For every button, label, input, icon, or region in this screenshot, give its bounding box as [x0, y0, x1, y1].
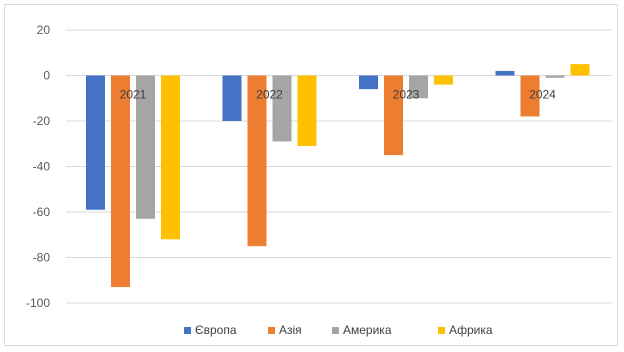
- bar: [136, 75, 155, 219]
- bar: [495, 70, 515, 76]
- y-tick-label: -80: [33, 251, 51, 265]
- legend-swatch: [184, 327, 191, 334]
- bar: [434, 75, 453, 85]
- bar: [86, 75, 105, 210]
- category-label: 2024: [529, 88, 556, 102]
- bar: [272, 75, 292, 142]
- legend-swatch: [438, 327, 445, 334]
- y-tick-label: -20: [33, 114, 51, 128]
- legend-label: Америка: [343, 323, 392, 337]
- chart-frame: [4, 4, 618, 346]
- y-tick-label: -100: [26, 296, 50, 310]
- bar: [297, 75, 317, 147]
- legend-label: Африка: [449, 323, 493, 337]
- bar: [384, 75, 403, 156]
- bar: [409, 75, 428, 99]
- y-tick-label: -60: [33, 205, 51, 219]
- bar: [520, 75, 540, 117]
- legend-label: Азія: [279, 323, 302, 337]
- category-label: 2022: [256, 88, 283, 102]
- category-label: 2023: [393, 88, 420, 102]
- bar: [359, 75, 378, 90]
- bar: [570, 64, 590, 76]
- bar: [545, 75, 565, 78]
- legend-swatch: [268, 327, 275, 334]
- bar: [161, 75, 180, 240]
- legend-label: Європа: [195, 323, 237, 337]
- y-tick-label: 0: [43, 69, 50, 83]
- y-tick-label: 20: [37, 23, 51, 37]
- y-tick-label: -40: [33, 160, 51, 174]
- bar: [222, 75, 242, 121]
- legend-swatch: [332, 327, 339, 334]
- bar: [111, 75, 130, 288]
- category-label: 2021: [120, 88, 147, 102]
- bar: [247, 75, 267, 247]
